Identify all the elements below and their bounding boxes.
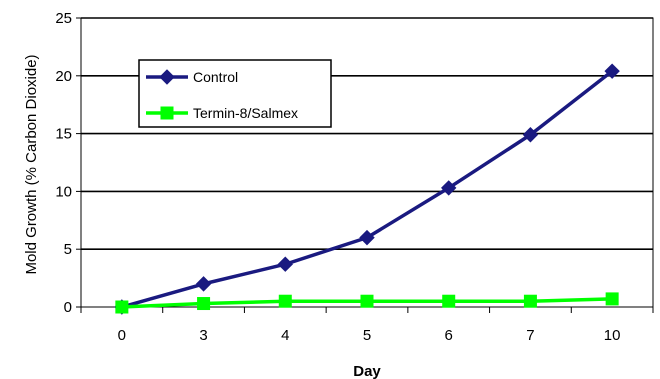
- y-tick-label: 0: [64, 299, 72, 316]
- data-point: [522, 127, 539, 143]
- x-tick-label: 3: [199, 327, 207, 344]
- y-tick-label: 25: [55, 10, 72, 27]
- x-tick-label: 5: [363, 327, 371, 344]
- x-axis-title: Day: [353, 363, 381, 379]
- legend-swatch-marker: [160, 106, 174, 120]
- x-tick-label: 6: [445, 327, 453, 344]
- tick-labels: 0 5 10 15 20 25 0 3 4 5 6 7 10: [55, 10, 620, 344]
- series-layer: [114, 63, 620, 315]
- legend-label: Control: [193, 69, 238, 85]
- data-point: [605, 292, 619, 306]
- x-tick-label: 10: [604, 327, 621, 344]
- x-tick-label: 7: [526, 327, 534, 344]
- x-tick-label: 4: [281, 327, 289, 344]
- data-point: [359, 229, 375, 246]
- data-point: [523, 294, 537, 308]
- legend-swatch-marker: [159, 69, 175, 85]
- y-tick-label: 10: [55, 183, 72, 200]
- x-tick-label: 0: [118, 327, 126, 344]
- data-point: [277, 256, 293, 272]
- data-point: [115, 300, 129, 314]
- data-point: [278, 294, 292, 308]
- data-point: [441, 180, 457, 196]
- legend: Control Termin-8/Salmex: [138, 59, 332, 128]
- legend-label: Termin-8/Salmex: [193, 105, 298, 121]
- data-point: [442, 294, 456, 308]
- y-axis-title: Mold Growth (% Carbon Dioxide): [23, 54, 40, 274]
- data-point: [195, 276, 212, 292]
- y-tick-label: 5: [64, 241, 72, 258]
- data-point: [197, 297, 211, 311]
- data-point: [604, 63, 620, 79]
- y-tick-label: 15: [55, 126, 72, 143]
- y-tick-label: 20: [55, 68, 72, 85]
- data-point: [360, 294, 374, 308]
